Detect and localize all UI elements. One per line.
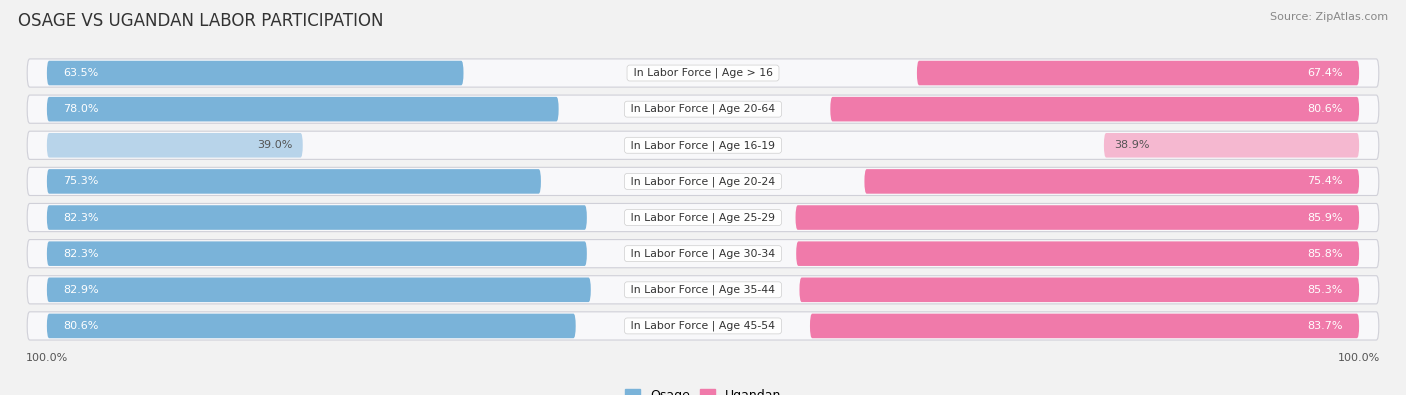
Text: 38.9%: 38.9% [1114, 140, 1149, 150]
Text: In Labor Force | Age 25-29: In Labor Force | Age 25-29 [627, 212, 779, 223]
Text: 85.9%: 85.9% [1308, 213, 1343, 222]
Text: 82.3%: 82.3% [63, 213, 98, 222]
FancyBboxPatch shape [27, 95, 1379, 123]
Text: 63.5%: 63.5% [63, 68, 98, 78]
Text: 82.9%: 82.9% [63, 285, 98, 295]
FancyBboxPatch shape [796, 205, 1360, 230]
FancyBboxPatch shape [27, 59, 1379, 87]
Text: 85.3%: 85.3% [1308, 285, 1343, 295]
FancyBboxPatch shape [831, 97, 1360, 121]
Text: In Labor Force | Age 16-19: In Labor Force | Age 16-19 [627, 140, 779, 150]
Text: In Labor Force | Age 20-64: In Labor Force | Age 20-64 [627, 104, 779, 115]
Text: 78.0%: 78.0% [63, 104, 98, 114]
FancyBboxPatch shape [27, 312, 1379, 340]
FancyBboxPatch shape [46, 61, 464, 85]
FancyBboxPatch shape [917, 61, 1360, 85]
FancyBboxPatch shape [1104, 133, 1360, 158]
FancyBboxPatch shape [46, 169, 541, 194]
Text: OSAGE VS UGANDAN LABOR PARTICIPATION: OSAGE VS UGANDAN LABOR PARTICIPATION [18, 12, 384, 30]
FancyBboxPatch shape [27, 131, 1379, 159]
FancyBboxPatch shape [46, 97, 558, 121]
FancyBboxPatch shape [46, 133, 302, 158]
FancyBboxPatch shape [796, 241, 1360, 266]
Legend: Osage, Ugandan: Osage, Ugandan [620, 384, 786, 395]
Text: 75.4%: 75.4% [1308, 177, 1343, 186]
Text: In Labor Force | Age 45-54: In Labor Force | Age 45-54 [627, 321, 779, 331]
FancyBboxPatch shape [46, 205, 586, 230]
Text: 85.8%: 85.8% [1308, 249, 1343, 259]
FancyBboxPatch shape [46, 241, 586, 266]
FancyBboxPatch shape [800, 278, 1360, 302]
FancyBboxPatch shape [865, 169, 1360, 194]
FancyBboxPatch shape [46, 314, 575, 338]
Text: 80.6%: 80.6% [63, 321, 98, 331]
Text: In Labor Force | Age > 16: In Labor Force | Age > 16 [630, 68, 776, 78]
FancyBboxPatch shape [27, 240, 1379, 268]
Text: 80.6%: 80.6% [1308, 104, 1343, 114]
Text: Source: ZipAtlas.com: Source: ZipAtlas.com [1270, 12, 1388, 22]
Text: 83.7%: 83.7% [1308, 321, 1343, 331]
Text: In Labor Force | Age 35-44: In Labor Force | Age 35-44 [627, 284, 779, 295]
FancyBboxPatch shape [27, 203, 1379, 231]
Text: In Labor Force | Age 30-34: In Labor Force | Age 30-34 [627, 248, 779, 259]
Text: 75.3%: 75.3% [63, 177, 98, 186]
Text: 39.0%: 39.0% [257, 140, 292, 150]
FancyBboxPatch shape [27, 167, 1379, 196]
FancyBboxPatch shape [27, 276, 1379, 304]
FancyBboxPatch shape [46, 278, 591, 302]
Text: 67.4%: 67.4% [1308, 68, 1343, 78]
Text: In Labor Force | Age 20-24: In Labor Force | Age 20-24 [627, 176, 779, 187]
Text: 82.3%: 82.3% [63, 249, 98, 259]
FancyBboxPatch shape [810, 314, 1360, 338]
